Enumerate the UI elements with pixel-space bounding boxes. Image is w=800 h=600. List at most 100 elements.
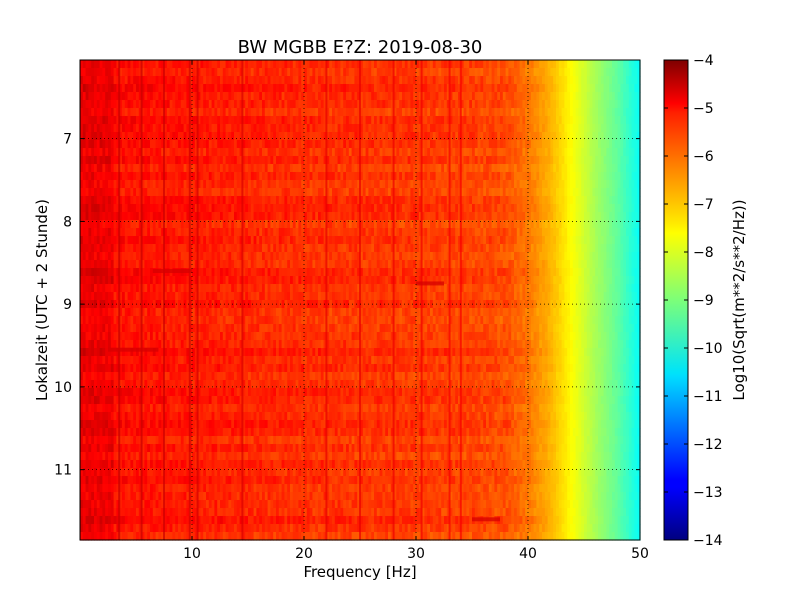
heatmap-cell: [267, 84, 271, 93]
heatmap-cell: [133, 124, 137, 133]
heatmap-cell: [108, 212, 112, 221]
heatmap-cell: [208, 116, 213, 125]
heatmap-cell: [284, 116, 288, 125]
heatmap-cell: [315, 116, 319, 125]
heatmap-cell: [239, 148, 243, 157]
heatmap-cell: [631, 148, 635, 157]
heatmap-cell: [259, 76, 263, 85]
heatmap-cell: [357, 196, 361, 205]
heatmap-cell: [301, 180, 305, 189]
heatmap-cell: [253, 220, 257, 229]
heatmap-cell: [318, 76, 322, 85]
heatmap-cell: [620, 108, 624, 117]
heatmap-cell: [250, 76, 255, 85]
heatmap-cell: [315, 148, 319, 157]
heatmap-cell: [572, 164, 577, 173]
heatmap-cell: [472, 84, 476, 93]
heatmap-cell: [281, 140, 285, 149]
heatmap-cell: [138, 132, 143, 141]
heatmap-cell: [281, 124, 285, 133]
heatmap-cell: [617, 156, 621, 165]
heatmap-cell: [130, 164, 134, 173]
heatmap-cell: [572, 124, 577, 133]
heatmap-cell: [477, 148, 481, 157]
heatmap-cell: [592, 108, 596, 117]
heatmap-cell: [435, 68, 439, 77]
heatmap-cell: [138, 188, 143, 197]
heatmap-cell: [312, 204, 316, 213]
heatmap-cell: [612, 212, 616, 221]
heatmap-cell: [88, 220, 92, 229]
heatmap-cell: [494, 132, 498, 141]
heatmap-cell: [491, 180, 495, 189]
heatmap-cell: [122, 132, 126, 141]
heatmap-cell: [329, 156, 333, 165]
heatmap-cell: [169, 196, 173, 205]
heatmap-cell: [533, 92, 537, 101]
heatmap-cell: [108, 132, 112, 141]
heatmap-cell: [441, 60, 445, 69]
heatmap-cell: [290, 204, 294, 213]
heatmap-cell: [80, 212, 84, 221]
heatmap-cell: [346, 164, 350, 173]
heatmap-cell: [362, 60, 367, 69]
heatmap-cell: [544, 156, 549, 165]
heatmap-cell: [634, 84, 638, 93]
heatmap-cell: [102, 108, 106, 117]
heatmap-cell: [508, 108, 512, 117]
heatmap-cell: [522, 212, 526, 221]
heatmap-cell: [281, 148, 285, 157]
heatmap-cell: [365, 204, 369, 213]
heatmap-cell: [94, 220, 98, 229]
heatmap-cell: [172, 204, 176, 213]
heatmap-cell: [362, 188, 367, 197]
heatmap-cell: [242, 92, 246, 101]
heatmap-cell: [354, 124, 358, 133]
heatmap-cell: [113, 92, 117, 101]
heatmap-cell: [189, 124, 193, 133]
heatmap-cell: [561, 172, 565, 181]
heatmap-cell: [124, 60, 129, 69]
heatmap-cell: [161, 212, 165, 221]
heatmap-cell: [281, 180, 285, 189]
heatmap-cell: [567, 132, 571, 141]
heatmap-cell: [637, 156, 641, 165]
heatmap-cell: [220, 68, 224, 77]
heatmap-cell: [82, 148, 87, 157]
heatmap-cell: [200, 188, 204, 197]
heatmap-cell: [186, 172, 190, 181]
heatmap-cell: [570, 84, 574, 93]
heatmap-cell: [326, 148, 330, 157]
heatmap-cell: [147, 100, 151, 109]
heatmap-cell: [491, 116, 495, 125]
heatmap-cell: [368, 76, 372, 85]
heatmap-cell: [329, 140, 333, 149]
heatmap-cell: [222, 204, 227, 213]
heatmap-cell: [318, 124, 322, 133]
heatmap-cell: [158, 220, 162, 229]
heatmap-cell: [528, 156, 532, 165]
heatmap-cell: [267, 124, 271, 133]
heatmap-cell: [603, 92, 607, 101]
heatmap-cell: [334, 172, 339, 181]
heatmap-cell: [211, 212, 215, 221]
heatmap-cell: [108, 124, 112, 133]
heatmap-cell: [304, 164, 308, 173]
heatmap-cell: [183, 116, 187, 125]
heatmap-cell: [460, 132, 465, 141]
heatmap-cell: [133, 148, 137, 157]
heatmap-cell: [96, 116, 101, 125]
heatmap-cell: [276, 188, 280, 197]
heatmap-cell: [250, 100, 255, 109]
heatmap-cell: [242, 108, 246, 117]
heatmap-cell: [390, 68, 395, 77]
heatmap-cell: [348, 188, 353, 197]
heatmap-cell: [399, 180, 403, 189]
heatmap-cell: [124, 172, 129, 181]
heatmap-cell: [547, 140, 551, 149]
heatmap-cell: [357, 156, 361, 165]
heatmap-cell: [561, 108, 565, 117]
heatmap-cell: [368, 204, 372, 213]
heatmap-cell: [239, 68, 243, 77]
heatmap-cell: [262, 92, 266, 101]
